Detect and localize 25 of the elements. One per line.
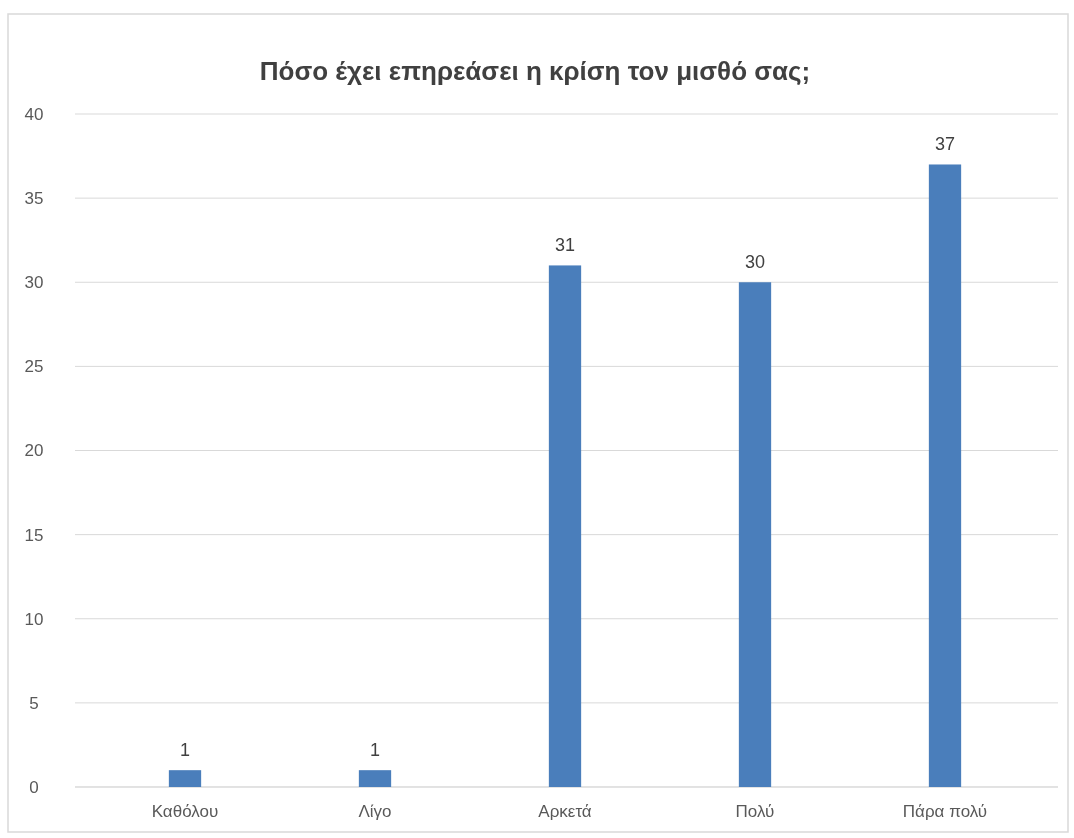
y-tick-label: 20	[24, 441, 44, 461]
data-label: 30	[744, 252, 766, 273]
bar	[548, 265, 582, 787]
y-tick-label: 35	[24, 189, 44, 209]
y-tick-label: 5	[29, 693, 39, 713]
y-tick-label: 10	[24, 609, 44, 629]
y-tick-label: 15	[24, 525, 44, 545]
data-label: 1	[369, 740, 381, 761]
x-tick-label: Λίγο	[358, 802, 392, 821]
y-tick-label: 40	[24, 104, 44, 124]
data-label: 1	[179, 740, 191, 761]
bar	[168, 770, 202, 787]
data-label: 37	[934, 134, 956, 155]
y-tick-label: 25	[24, 357, 44, 377]
data-label: 31	[554, 235, 576, 256]
x-tick-label: Πάρα πολύ	[902, 802, 988, 821]
x-tick-label: Αρκετά	[538, 802, 592, 821]
bar	[928, 164, 962, 787]
x-tick-label: Καθόλου	[151, 802, 219, 821]
y-tick-label: 30	[24, 273, 44, 293]
bar	[358, 770, 392, 787]
bar	[738, 282, 772, 787]
chart-title: Πόσο έχει επηρεάσει η κρίση τον μισθό σας;	[259, 56, 811, 86]
x-tick-label: Πολύ	[735, 802, 775, 821]
y-tick-label: 0	[29, 777, 39, 797]
